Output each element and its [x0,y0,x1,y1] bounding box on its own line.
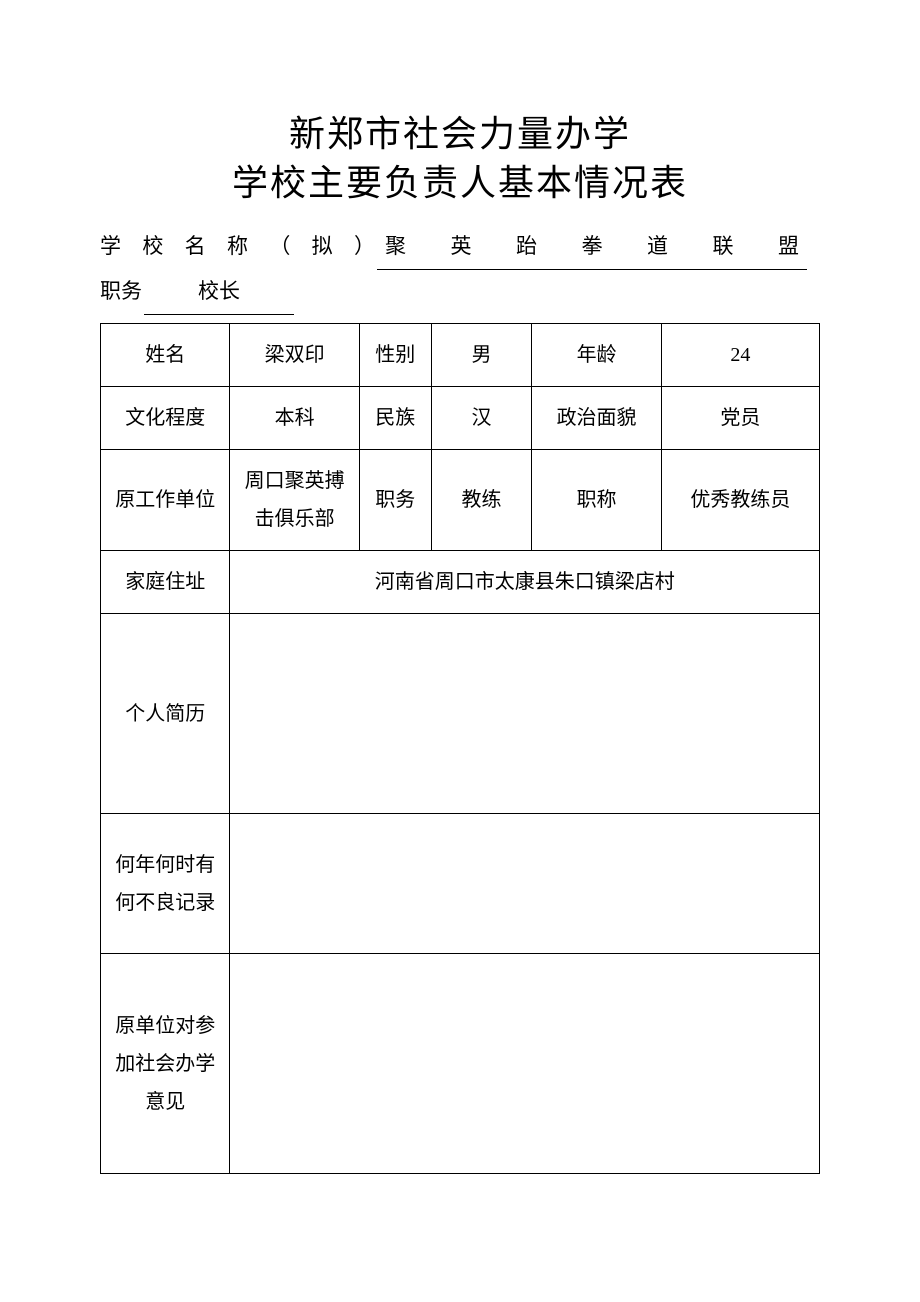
table-row: 何年何时有何不良记录 [101,814,820,954]
cell-resume-value [230,614,820,814]
table-row: 文化程度 本科 民族 汉 政治面貌 党员 [101,387,820,450]
cell-gender-label: 性别 [359,324,431,387]
cell-ethnicity-value: 汉 [431,387,532,450]
header-fields: 学校名称（拟） 聚英跆拳道联盟 职务 校长 [100,225,820,315]
school-name-label: 学校名称（拟） [100,225,375,267]
cell-gender-value: 男 [431,324,532,387]
cell-name-label: 姓名 [101,324,230,387]
table-row: 原单位对参加社会办学意见 [101,954,820,1174]
cell-title-label: 职称 [532,450,661,551]
cell-political-value: 党员 [661,387,819,450]
cell-record-value [230,814,820,954]
cell-duty-label: 职务 [359,450,431,551]
school-name-row: 学校名称（拟） 聚英跆拳道联盟 [100,225,820,270]
document-title: 新郑市社会力量办学 学校主要负责人基本情况表 [100,110,820,207]
cell-title-value: 优秀教练员 [661,450,819,551]
position-row: 职务 校长 [100,270,820,315]
cell-education-value: 本科 [230,387,359,450]
cell-address-label: 家庭住址 [101,551,230,614]
position-value: 校长 [144,270,294,315]
table-row: 家庭住址 河南省周口市太康县朱口镇梁店村 [101,551,820,614]
cell-record-label: 何年何时有何不良记录 [101,814,230,954]
cell-age-label: 年龄 [532,324,661,387]
info-table: 姓名 梁双印 性别 男 年龄 24 文化程度 本科 民族 汉 政治面貌 党员 原… [100,323,820,1174]
cell-prevunit-value: 周口聚英搏击俱乐部 [230,450,359,551]
cell-political-label: 政治面貌 [532,387,661,450]
cell-duty-value: 教练 [431,450,532,551]
table-row: 原工作单位 周口聚英搏击俱乐部 职务 教练 职称 优秀教练员 [101,450,820,551]
position-label: 职务 [100,270,142,312]
cell-name-value: 梁双印 [230,324,359,387]
cell-opinion-value [230,954,820,1174]
school-name-value: 聚英跆拳道联盟 [377,225,807,270]
cell-prevunit-label: 原工作单位 [101,450,230,551]
cell-address-value: 河南省周口市太康县朱口镇梁店村 [230,551,820,614]
cell-age-value: 24 [661,324,819,387]
cell-resume-label: 个人简历 [101,614,230,814]
cell-education-label: 文化程度 [101,387,230,450]
table-row: 个人简历 [101,614,820,814]
cell-ethnicity-label: 民族 [359,387,431,450]
cell-opinion-label: 原单位对参加社会办学意见 [101,954,230,1174]
title-line-2: 学校主要负责人基本情况表 [100,159,820,208]
table-row: 姓名 梁双印 性别 男 年龄 24 [101,324,820,387]
title-line-1: 新郑市社会力量办学 [100,110,820,159]
